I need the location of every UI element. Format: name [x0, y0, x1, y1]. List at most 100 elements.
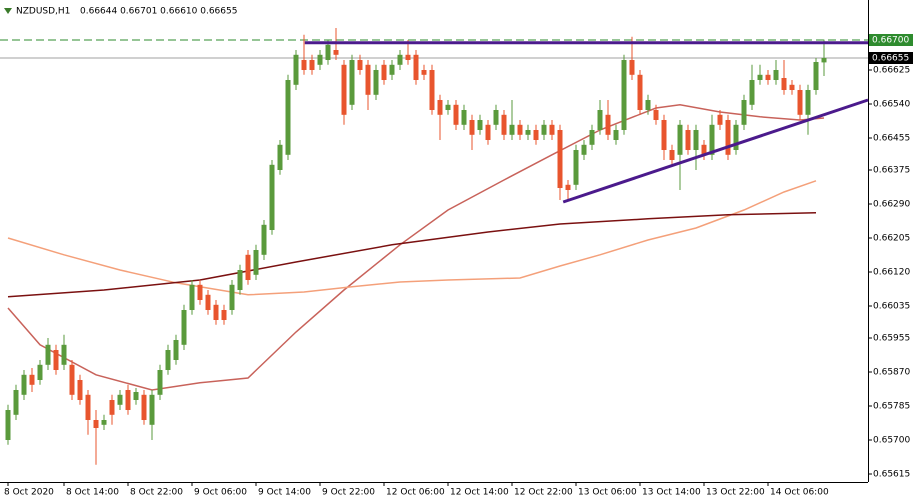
price-tag	[869, 34, 913, 46]
x-tick-label: 12 Oct 06:00	[386, 488, 445, 498]
candle-body	[109, 400, 115, 415]
x-tick-label: 13 Oct 22:00	[706, 488, 765, 498]
candle-body	[773, 70, 779, 80]
candle-body	[13, 390, 19, 415]
candle-body	[765, 74, 771, 80]
candle-body	[61, 344, 67, 365]
candle-body	[645, 100, 651, 110]
candle-body	[413, 54, 419, 80]
candle-body	[469, 120, 475, 135]
candle-body	[85, 394, 91, 420]
candle-body	[325, 44, 331, 60]
y-tick-label: 0.66205	[873, 234, 910, 244]
candle-body	[53, 350, 59, 370]
trendline	[562, 98, 869, 204]
candle-body	[613, 130, 619, 140]
candle-body	[29, 374, 35, 385]
candle-body	[173, 340, 179, 360]
candle-body	[125, 390, 131, 410]
candle-body	[269, 164, 275, 230]
candle-body	[213, 304, 219, 320]
candle-body	[549, 124, 555, 135]
candle-body	[485, 124, 491, 140]
x-tick-label: 9 Oct 14:00	[258, 488, 311, 498]
candle-body	[357, 60, 363, 70]
x-tick-label: 13 Oct 06:00	[578, 488, 637, 498]
candle-body	[517, 124, 523, 135]
chart-title: NZDUSD,H1	[16, 7, 70, 17]
candle-body	[69, 364, 75, 395]
candle-body	[301, 60, 307, 70]
candle-body	[21, 374, 27, 395]
candle-body	[581, 144, 587, 155]
candle-body	[749, 80, 755, 105]
candle-body	[341, 64, 347, 115]
candle-body	[557, 130, 563, 188]
candle-body	[741, 100, 747, 125]
candle-body	[133, 392, 139, 400]
candle-body	[261, 224, 267, 255]
candle-body	[509, 124, 515, 135]
y-tick-label: 0.66540	[873, 100, 910, 110]
candle-body	[45, 344, 51, 365]
x-tick-label: 8 Oct 2020	[4, 488, 54, 498]
candle-body	[565, 184, 571, 190]
candle-body	[685, 130, 691, 150]
y-tick-label: 0.65785	[873, 402, 910, 412]
symbol-icon	[4, 8, 12, 14]
x-tick-label: 9 Oct 22:00	[322, 488, 375, 498]
candle-body	[709, 124, 715, 155]
candle-body	[405, 54, 411, 60]
candle-body	[197, 284, 203, 300]
candle-body	[453, 104, 459, 125]
candle-body	[733, 124, 739, 150]
price-tag-label: 0.66655	[872, 54, 909, 64]
candle-body	[293, 54, 299, 85]
candle-body	[429, 70, 435, 110]
y-tick-label: 0.66625	[873, 66, 910, 76]
candle-body	[781, 78, 787, 90]
candle-body	[37, 364, 43, 380]
candle-body	[757, 74, 763, 80]
x-tick-label: 9 Oct 06:00	[194, 488, 247, 498]
moving-average	[7, 212, 817, 298]
x-tick-label: 12 Oct 14:00	[450, 488, 509, 498]
candle-body	[221, 310, 227, 320]
candle-body	[277, 144, 283, 170]
candle-body	[693, 130, 699, 150]
candle-body	[101, 420, 107, 425]
candle-body	[189, 284, 195, 310]
candle-body	[181, 310, 187, 345]
candle-body	[621, 60, 627, 130]
candle-body	[717, 114, 723, 125]
candle-body	[501, 114, 507, 135]
candle-body	[149, 394, 155, 425]
candle-body	[797, 90, 803, 115]
price-tag	[869, 52, 913, 64]
candle-body	[669, 150, 675, 160]
quote: 0.66644 0.66701 0.66610 0.66655	[80, 7, 237, 17]
candle-body	[77, 380, 83, 400]
candle-body	[533, 130, 539, 140]
candle-body	[93, 420, 99, 428]
candle-body	[525, 130, 531, 135]
candle-body	[365, 64, 371, 95]
candle-body	[597, 110, 603, 130]
candle-body	[637, 74, 643, 110]
candle-body	[605, 114, 611, 135]
candle-body	[805, 90, 811, 115]
candle-body	[317, 54, 323, 65]
x-tick-label: 8 Oct 22:00	[130, 488, 183, 498]
candle-body	[573, 150, 579, 185]
candle-body	[821, 58, 827, 63]
candle-body	[589, 130, 595, 145]
price-tag-label: 0.66700	[872, 36, 909, 46]
candle-body	[789, 84, 795, 90]
candle-body	[677, 124, 683, 155]
y-tick-label: 0.65955	[873, 334, 910, 344]
candle-body	[349, 60, 355, 105]
candle-body	[493, 110, 499, 125]
candle-body	[397, 54, 403, 65]
candle-body	[157, 370, 163, 395]
